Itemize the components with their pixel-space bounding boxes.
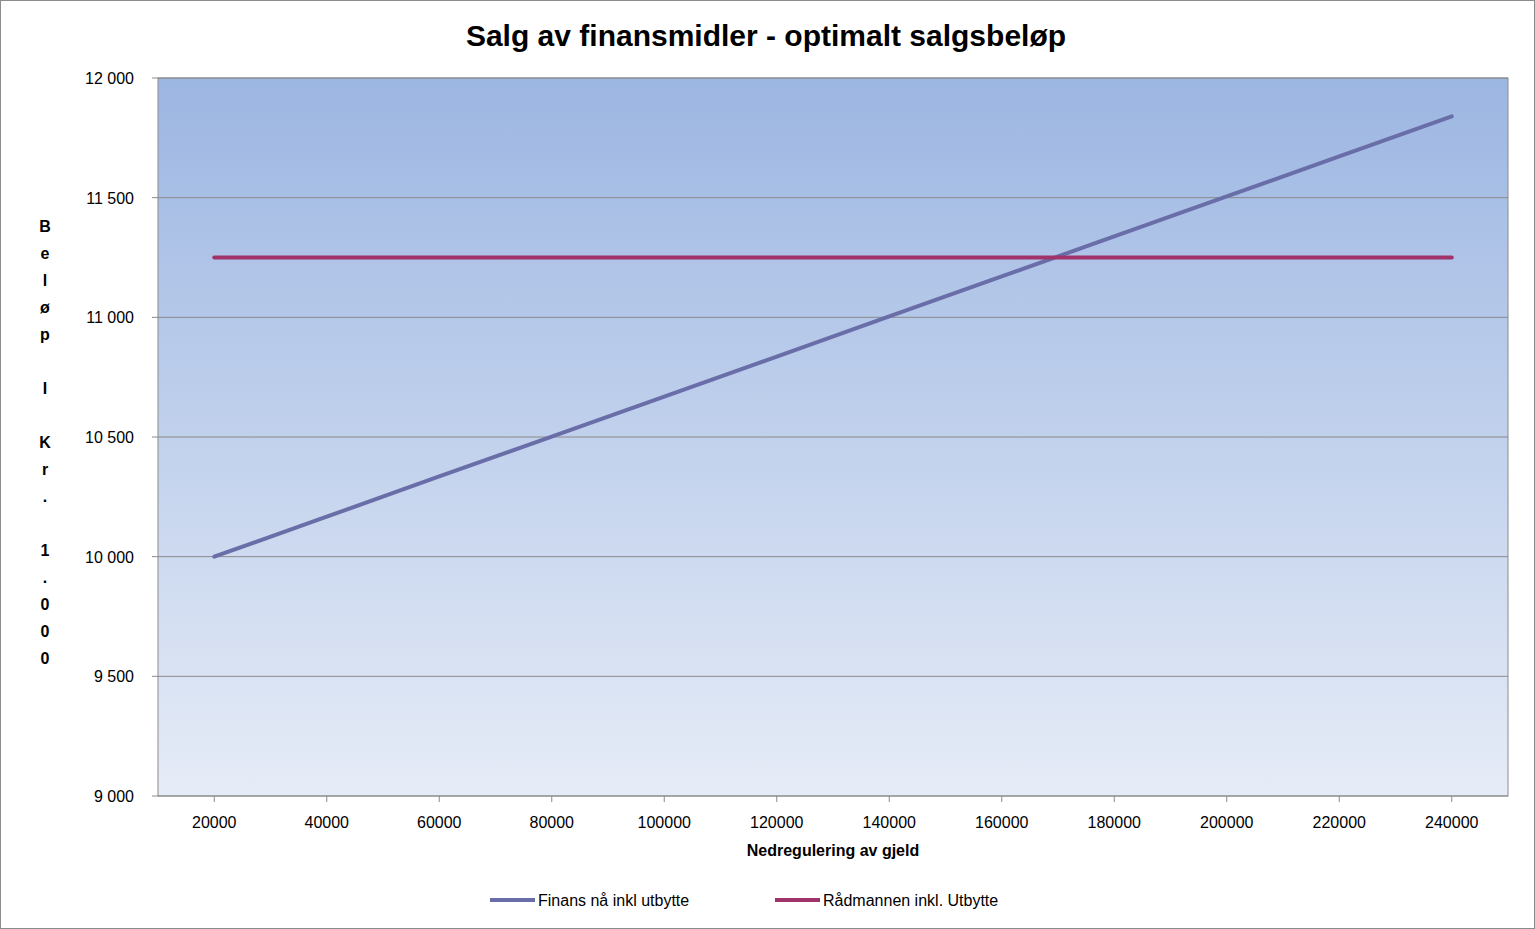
x-tick bbox=[1451, 796, 1452, 802]
x-tick bbox=[889, 796, 890, 802]
grid-line bbox=[158, 556, 1508, 557]
series-group bbox=[214, 116, 1452, 556]
x-tick bbox=[1114, 796, 1115, 802]
x-tick-label: 180000 bbox=[1088, 814, 1141, 831]
x-tick bbox=[214, 796, 215, 802]
y-axis-label-char bbox=[43, 407, 47, 424]
y-axis-label-char bbox=[43, 353, 47, 370]
x-tick-label: 40000 bbox=[305, 814, 350, 831]
x-tick bbox=[551, 796, 552, 802]
grid-line bbox=[158, 676, 1508, 677]
y-axis-label-char: 1 bbox=[41, 542, 50, 559]
y-tick bbox=[152, 796, 158, 797]
y-tick-label: 12 000 bbox=[85, 70, 134, 87]
y-tick-label: 10 000 bbox=[85, 549, 134, 566]
y-axis-label-char: . bbox=[43, 488, 47, 505]
legend-swatch bbox=[775, 898, 820, 902]
x-tick bbox=[1001, 796, 1002, 802]
grid-line bbox=[158, 796, 1508, 797]
y-axis-label-char: r bbox=[42, 461, 48, 478]
x-tick-label: 80000 bbox=[530, 814, 575, 831]
x-tick-label: 240000 bbox=[1425, 814, 1478, 831]
legend-label: Finans nå inkl utbytte bbox=[538, 892, 689, 909]
y-tick-label: 10 500 bbox=[85, 429, 134, 446]
y-tick-label: 11 000 bbox=[86, 309, 134, 326]
y-axis-label: Beløp I Kr. 1. 0 0 0 bbox=[39, 218, 51, 667]
y-tick bbox=[152, 197, 158, 198]
y-axis-label-char: l bbox=[43, 272, 47, 289]
x-tick bbox=[1339, 796, 1340, 802]
x-tick bbox=[439, 796, 440, 802]
x-tick-label: 60000 bbox=[417, 814, 462, 831]
y-tick-label: 9 000 bbox=[94, 788, 134, 805]
y-axis-label-char: 0 bbox=[41, 623, 50, 640]
y-tick bbox=[152, 676, 158, 677]
grid-line bbox=[158, 437, 1508, 438]
x-tick-label: 220000 bbox=[1313, 814, 1366, 831]
y-tick-label: 9 500 bbox=[94, 668, 134, 685]
y-tick bbox=[152, 78, 158, 79]
y-tick bbox=[152, 556, 158, 557]
y-axis-label-char: ø bbox=[40, 299, 50, 316]
chart: Salg av finansmidler - optimalt salgsbel… bbox=[0, 0, 1535, 929]
x-tick-label: 200000 bbox=[1200, 814, 1253, 831]
x-tick bbox=[664, 796, 665, 802]
x-axis-label: Nedregulering av gjeld bbox=[747, 842, 919, 859]
series-line bbox=[214, 116, 1452, 556]
y-tick bbox=[152, 437, 158, 438]
legend-label: Rådmannen inkl. Utbytte bbox=[823, 892, 998, 909]
y-axis-label-char: B bbox=[39, 218, 51, 235]
plot-area bbox=[158, 78, 1508, 796]
x-tick-label: 120000 bbox=[750, 814, 803, 831]
grid-line bbox=[158, 197, 1508, 198]
x-tick-label: 100000 bbox=[638, 814, 691, 831]
x-tick bbox=[1226, 796, 1227, 802]
title: Salg av finansmidler - optimalt salgsbel… bbox=[466, 19, 1066, 52]
legend-swatch bbox=[490, 898, 535, 902]
grid-line bbox=[158, 78, 1508, 79]
x-tick-label: 140000 bbox=[863, 814, 916, 831]
y-axis-label-char: e bbox=[41, 245, 50, 262]
y-axis-label-char: . bbox=[43, 569, 47, 586]
x-tick-label: 20000 bbox=[192, 814, 237, 831]
x-tick bbox=[326, 796, 327, 802]
grid-line bbox=[158, 317, 1508, 318]
y-axis-label-char: p bbox=[40, 326, 50, 343]
y-tick-label: 11 500 bbox=[86, 190, 134, 207]
x-tick bbox=[776, 796, 777, 802]
series-line bbox=[214, 256, 1452, 260]
x-tick-label: 160000 bbox=[975, 814, 1028, 831]
y-axis-label-char: 0 bbox=[41, 596, 50, 613]
y-axis-label-char bbox=[43, 515, 47, 532]
y-axis-label-char: 0 bbox=[41, 650, 50, 667]
y-tick bbox=[152, 317, 158, 318]
chart-border bbox=[1, 1, 1535, 929]
y-axis-label-char: K bbox=[39, 434, 51, 451]
y-axis-label-char: I bbox=[43, 380, 47, 397]
